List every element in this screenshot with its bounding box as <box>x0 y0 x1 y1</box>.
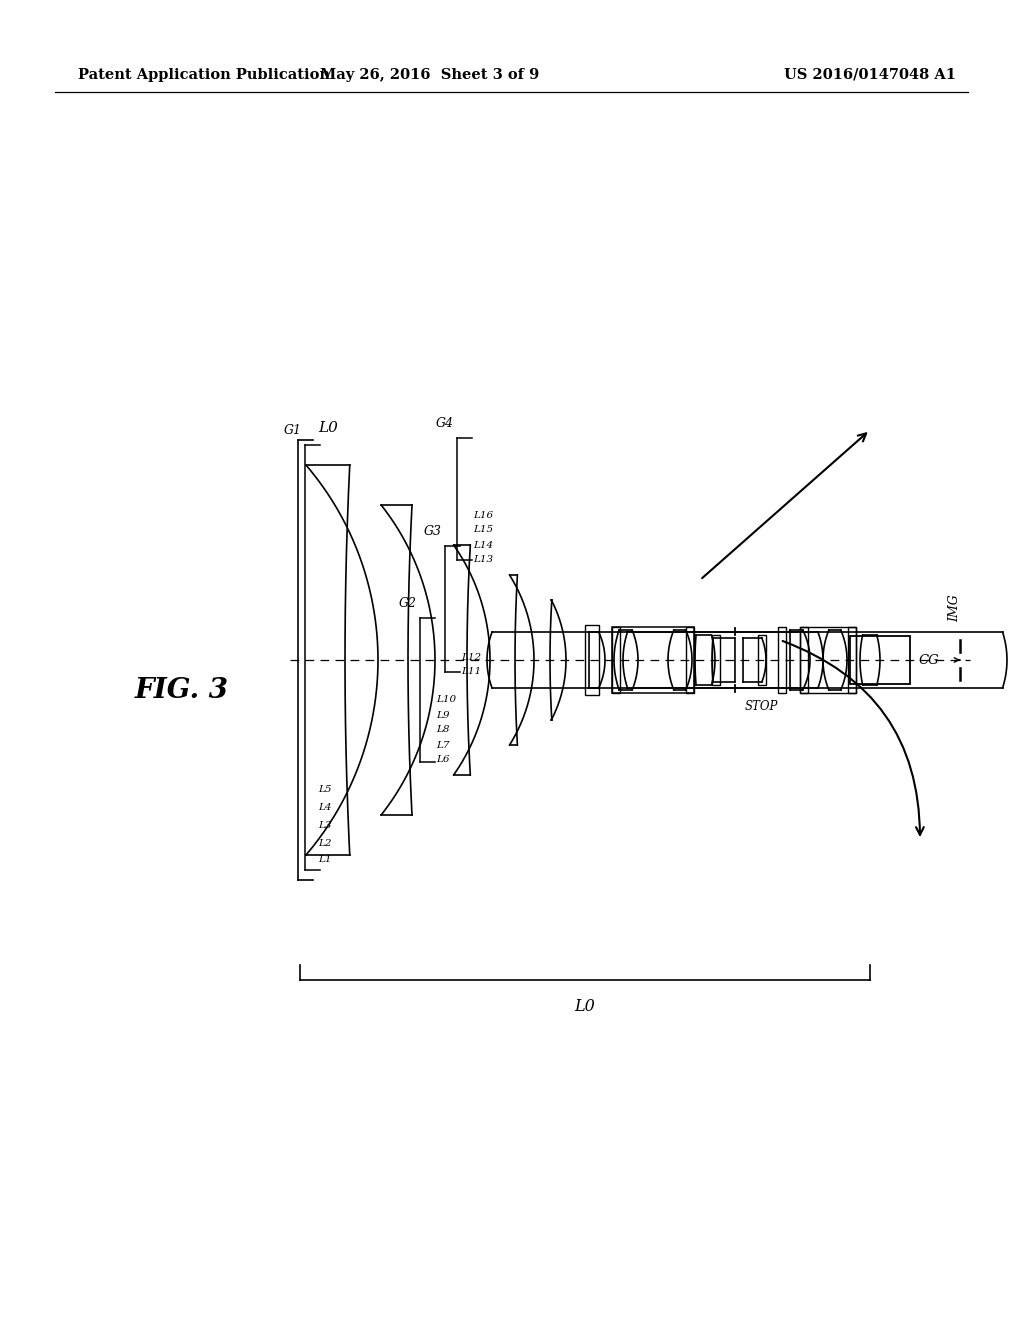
Bar <box>712 635 720 685</box>
Text: L14: L14 <box>473 540 494 549</box>
Text: G4: G4 <box>436 417 454 430</box>
Text: G2: G2 <box>399 597 417 610</box>
Bar <box>686 627 694 693</box>
Text: L1: L1 <box>318 855 332 865</box>
Bar <box>585 624 599 696</box>
Text: US 2016/0147048 A1: US 2016/0147048 A1 <box>784 69 956 82</box>
Text: L8: L8 <box>436 726 450 734</box>
Text: L15: L15 <box>473 525 494 535</box>
Text: L12: L12 <box>461 652 481 661</box>
Text: L11: L11 <box>461 668 481 676</box>
Text: FIG. 3: FIG. 3 <box>135 676 229 704</box>
Bar <box>778 627 786 693</box>
Text: Patent Application Publication: Patent Application Publication <box>78 69 330 82</box>
Bar <box>800 627 856 693</box>
Text: L0: L0 <box>574 998 595 1015</box>
Bar <box>612 627 694 693</box>
Text: G3: G3 <box>424 525 442 539</box>
Text: IMG: IMG <box>948 594 962 622</box>
Bar <box>850 636 910 684</box>
Bar <box>800 627 808 693</box>
Text: L3: L3 <box>318 821 332 829</box>
Text: L9: L9 <box>436 710 450 719</box>
Text: L2: L2 <box>318 838 332 847</box>
Text: CG: CG <box>918 653 939 667</box>
Text: L0: L0 <box>318 421 338 436</box>
Text: L10: L10 <box>436 696 456 705</box>
Text: G1: G1 <box>284 424 302 437</box>
Bar <box>848 627 856 693</box>
Text: L7: L7 <box>436 741 450 750</box>
FancyArrowPatch shape <box>782 642 924 834</box>
Text: STOP: STOP <box>745 700 778 713</box>
Bar <box>612 627 620 693</box>
Text: L13: L13 <box>473 556 494 565</box>
Text: L4: L4 <box>318 803 332 812</box>
Text: May 26, 2016  Sheet 3 of 9: May 26, 2016 Sheet 3 of 9 <box>321 69 540 82</box>
Bar <box>758 635 766 685</box>
Text: L6: L6 <box>436 755 450 764</box>
Text: L5: L5 <box>318 784 332 793</box>
Text: L16: L16 <box>473 511 494 520</box>
